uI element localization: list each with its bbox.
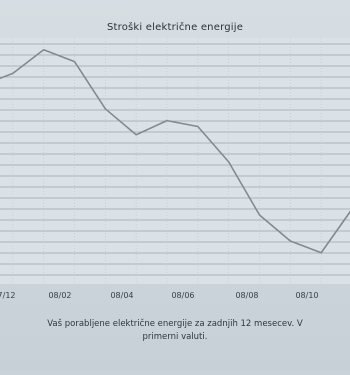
- x-tick-label: 08/02: [48, 291, 71, 300]
- chart-title: Stroški električne energije: [0, 22, 350, 33]
- x-tick-label: 08/08: [235, 291, 258, 300]
- plot-background: [0, 38, 350, 284]
- x-tick-label: 08/10: [295, 291, 318, 300]
- x-tick-label: 07/12: [0, 291, 16, 300]
- caption-line-2: primerni valuti.: [0, 331, 350, 344]
- x-tick-label: 08/04: [110, 291, 133, 300]
- x-tick-labels: 07/12 08/02 08/04 08/06 08/08 08/10: [0, 291, 319, 300]
- chart-caption: Vaš porabljene električne energije za za…: [0, 318, 350, 344]
- caption-line-1: Vaš porabljene električne energije za za…: [0, 318, 350, 331]
- x-tick-label: 08/06: [171, 291, 194, 300]
